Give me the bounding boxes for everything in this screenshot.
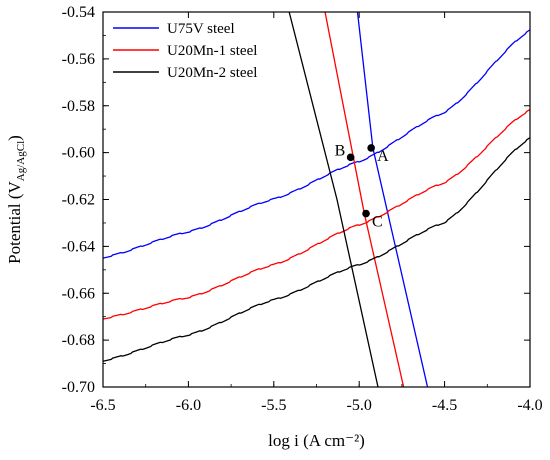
point-marker-a bbox=[367, 144, 375, 152]
legend: U75V steel U20Mn-1 steel U20Mn-2 steel bbox=[113, 21, 257, 81]
x-tick-label: -6.0 bbox=[176, 397, 201, 414]
y-tick-label: -0.56 bbox=[62, 51, 95, 68]
x-axis-ticks: -6.5 -6.0 -5.5 -5.0 -4.5 -4.0 bbox=[90, 12, 543, 414]
legend-label: U20Mn-1 steel bbox=[167, 43, 257, 59]
y-tick-label: -0.66 bbox=[62, 285, 95, 302]
point-marker-c bbox=[362, 209, 370, 218]
y-axis-ticks: -0.70 -0.68 -0.66 -0.64 -0.62 -0.60 -0.58 -0.56… bbox=[62, 4, 530, 396]
intersection-points: A B C bbox=[335, 142, 389, 230]
x-tick-label: -5.5 bbox=[261, 397, 286, 414]
series-layer bbox=[103, 12, 530, 387]
point-label-b: B bbox=[335, 142, 346, 159]
point-marker-b bbox=[346, 153, 355, 162]
legend-label: U20Mn-2 steel bbox=[167, 65, 257, 81]
y-tick-label: -0.64 bbox=[62, 238, 95, 255]
y-tick-label: -0.62 bbox=[62, 192, 95, 209]
y-axis-label-main: Potential (V bbox=[5, 180, 24, 263]
y-axis-label-close: ) bbox=[5, 135, 24, 141]
y-tick-label: -0.70 bbox=[62, 379, 95, 396]
y-axis-label: Potential (VAg/AgCl) bbox=[5, 135, 27, 264]
x-tick-label: -4.5 bbox=[432, 397, 457, 414]
series-cathodic-line-3 bbox=[288, 12, 379, 387]
series-anodic-curve-1 bbox=[103, 29, 530, 259]
y-tick-label: -0.58 bbox=[62, 98, 95, 115]
x-axis-label: log i (A cm⁻²) bbox=[268, 431, 365, 450]
y-tick-label: -0.60 bbox=[62, 145, 95, 162]
point-label-c: C bbox=[372, 214, 383, 231]
y-tick-label: -0.54 bbox=[62, 4, 95, 21]
x-tick-label: -4.0 bbox=[517, 397, 542, 414]
point-label-a: A bbox=[377, 148, 389, 165]
y-tick-label: -0.68 bbox=[62, 332, 95, 349]
y-axis-label-subscript: Ag/AgCl bbox=[15, 141, 27, 181]
x-tick-label: -6.5 bbox=[90, 397, 115, 414]
legend-label: U75V steel bbox=[167, 21, 235, 37]
series-anodic-curve-2 bbox=[103, 108, 530, 320]
series-anodic-curve-3 bbox=[103, 137, 530, 362]
series-cathodic-line-1 bbox=[356, 12, 429, 387]
x-tick-label: -5.0 bbox=[347, 397, 372, 414]
